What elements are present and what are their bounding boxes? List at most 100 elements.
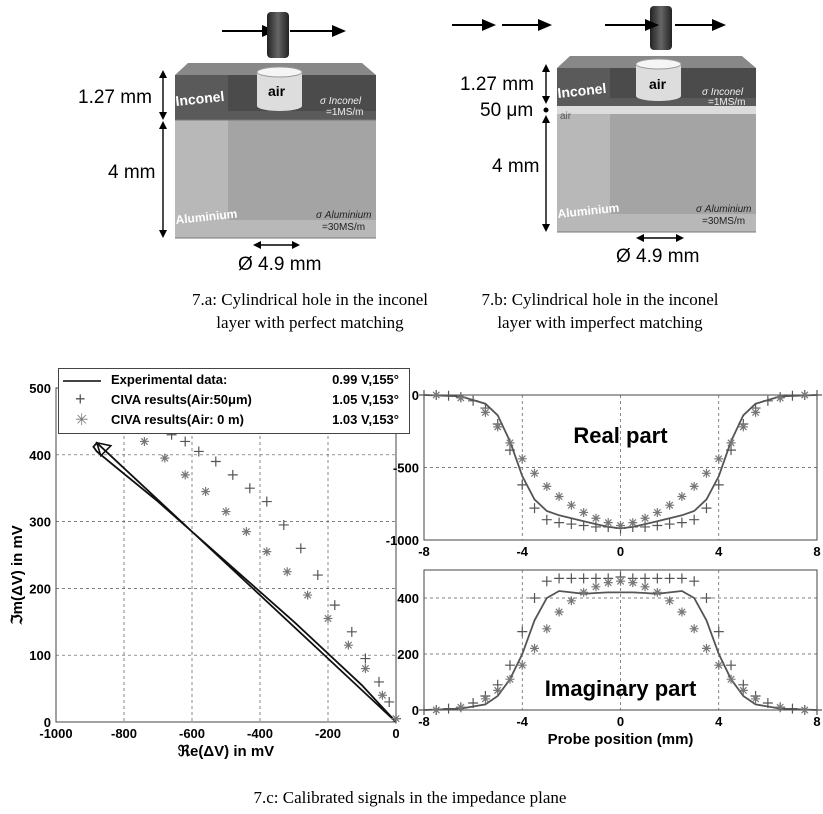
plus-marker [713, 626, 724, 637]
star-marker [493, 422, 503, 432]
caption-b-line2: layer with imperfect matching [497, 313, 703, 332]
star-marker [201, 487, 211, 497]
star-marker [241, 527, 251, 537]
y-tick-label: 200 [29, 581, 51, 596]
star-marker [591, 582, 601, 592]
plus-marker [762, 395, 773, 406]
plus-marker [812, 390, 822, 400]
star-marker [517, 454, 527, 464]
series-line-experimental [92, 441, 397, 723]
aluminium-label: Aluminium [175, 207, 238, 227]
x-tick-label: 8 [813, 544, 820, 559]
star-marker [800, 705, 810, 715]
star-marker [431, 705, 441, 715]
y-tick-label: 0 [412, 703, 419, 718]
sigma-aluminium-value: =30MS/m [702, 216, 745, 227]
x-tick-label: -800 [111, 726, 137, 741]
plus-marker [590, 521, 601, 532]
arrow-head-icon [95, 441, 113, 458]
star-marker [665, 500, 675, 510]
star-marker [640, 582, 650, 592]
plus-marker [676, 517, 687, 528]
plus-marker [541, 576, 552, 587]
plus-marker [554, 573, 565, 584]
plot-frame [55, 387, 397, 723]
y-tick-label: 500 [29, 381, 51, 396]
figure-b-illustration: Inconel air air Aluminium σ Inconel =1MS… [452, 6, 756, 267]
star-marker [603, 518, 613, 528]
star-marker [262, 547, 272, 557]
y-tick-label: 300 [29, 515, 51, 530]
legend-value: 1.05 V,153° [332, 392, 399, 407]
star-marker [391, 714, 401, 724]
plus-marker [468, 698, 479, 708]
plus-marker [787, 703, 798, 714]
x-tick-label: 8 [813, 714, 820, 729]
plus-marker [443, 703, 454, 714]
legend-entry-civa-0: ✳ CIVA results(Air: 0 m) 1.03 V,153° [63, 412, 403, 430]
star-marker [554, 607, 564, 617]
y-tick-label: 0 [44, 715, 51, 730]
star-marker [738, 685, 748, 695]
star-marker [603, 578, 613, 588]
plus-marker-icon: + [75, 389, 86, 409]
plus-marker [676, 573, 687, 584]
star-marker [628, 578, 638, 588]
line-icon [63, 380, 101, 382]
sigma-aluminium-value: =30MS/m [322, 222, 365, 233]
air-label: air [649, 76, 667, 92]
star-marker [751, 694, 761, 704]
plus-marker [278, 519, 289, 530]
inconel-thickness-label: 1.27 mm [460, 74, 534, 95]
star-marker [726, 438, 736, 448]
star-marker [714, 454, 724, 464]
star-marker [303, 590, 313, 600]
sigma-inconel-value: =1MS/m [708, 97, 746, 108]
y-tick-label: 200 [397, 647, 419, 662]
y-tick-label: 400 [29, 448, 51, 463]
plus-marker [652, 520, 663, 531]
plus-marker [578, 573, 589, 584]
plus-marker [517, 479, 528, 490]
plus-marker [529, 503, 540, 514]
plus-marker [689, 576, 700, 587]
star-marker [456, 702, 466, 712]
plus-marker [652, 573, 663, 584]
inconel-label: Inconel [175, 88, 225, 109]
x-axis-label: ℜe(ΔV) in mV [178, 743, 274, 760]
sigma-inconel-label: σ Inconel [702, 87, 744, 98]
air-gap-thickness-label: 50 μm [480, 100, 533, 121]
plus-marker [244, 483, 255, 494]
star-marker [542, 624, 552, 634]
star-marker [505, 674, 515, 684]
plus-marker [701, 503, 712, 514]
star-marker [738, 422, 748, 432]
x-tick-label: -1000 [39, 726, 72, 741]
star-marker [542, 481, 552, 491]
star-marker [493, 685, 503, 695]
star-marker [652, 507, 662, 517]
chart-title: Imaginary part [545, 676, 697, 701]
star-marker [701, 468, 711, 478]
star-marker [775, 393, 785, 403]
x-tick-label: -600 [179, 726, 205, 741]
plus-marker [419, 390, 429, 400]
hole-diameter-label: Ø 4.9 mm [238, 254, 321, 275]
plus-marker [762, 698, 773, 708]
plus-marker [566, 573, 577, 584]
legend-entry-experimental: Experimental data: 0.99 V,155° [63, 372, 403, 390]
chart-title: Real part [573, 423, 668, 448]
plus-marker [578, 520, 589, 531]
star-marker [751, 407, 761, 417]
star-marker [530, 643, 540, 653]
star-marker [665, 596, 675, 606]
star-marker [530, 468, 540, 478]
legend-label: CIVA results(Air:50μm) [111, 392, 252, 407]
star-marker [282, 567, 292, 577]
star-marker [360, 664, 370, 674]
star-marker [505, 438, 515, 448]
sigma-aluminium-label: σ Aluminium [696, 204, 752, 215]
plus-marker [701, 593, 712, 603]
caption-b-line1: 7.b: Cylindrical hole in the inconel [481, 290, 719, 309]
y-tick-label: -1000 [386, 533, 419, 548]
